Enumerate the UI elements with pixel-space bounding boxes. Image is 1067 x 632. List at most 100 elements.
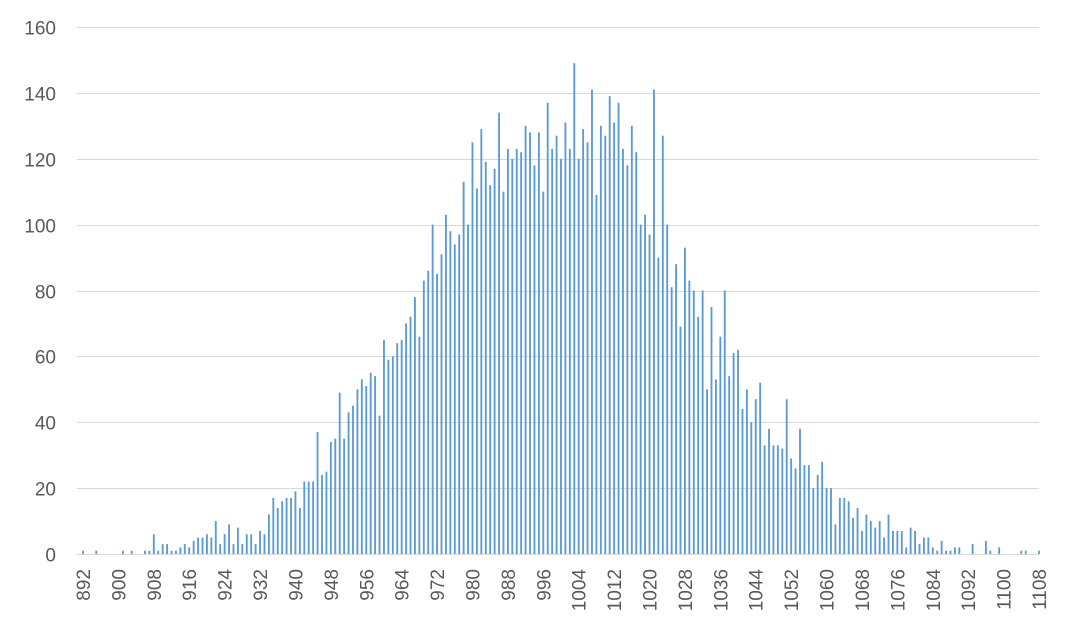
bar-999 — [555, 135, 558, 554]
y-tick-label: 20 — [35, 480, 56, 501]
bar-1043 — [750, 422, 753, 554]
bar-996 — [542, 191, 545, 554]
bar-1048 — [772, 445, 775, 554]
bar-912 — [170, 550, 173, 554]
bar-972 — [436, 274, 438, 554]
bar-1104 — [1020, 550, 1023, 554]
bar-981 — [475, 188, 478, 554]
x-tick-label: 988 — [499, 569, 520, 601]
bar-971 — [431, 224, 434, 555]
bar-966 — [409, 316, 412, 554]
bar-908 — [152, 534, 155, 554]
bar-941 — [298, 507, 301, 554]
bar-1093 — [971, 544, 974, 554]
x-tick-label: 1036 — [711, 569, 732, 611]
bar-917 — [192, 540, 195, 554]
x-tick-label: 1020 — [641, 569, 662, 611]
y-tick-label: 120 — [24, 151, 56, 172]
bar-1031 — [697, 316, 700, 554]
bar-1076 — [896, 530, 899, 554]
y-tick-label: 60 — [35, 348, 56, 369]
bar-918 — [197, 537, 199, 554]
bar-923 — [219, 544, 222, 554]
bar-954 — [356, 389, 359, 554]
gridlines — [77, 27, 1039, 555]
bar-1108 — [1038, 550, 1040, 554]
bar-962 — [391, 356, 394, 555]
bar-1099 — [998, 547, 1001, 554]
bar-1015 — [626, 165, 629, 554]
y-tick-label: 40 — [35, 414, 56, 435]
bar-921 — [210, 537, 213, 554]
bar-1007 — [591, 89, 593, 554]
bar-978 — [462, 181, 465, 554]
x-tick-label: 1092 — [959, 569, 980, 611]
bar-1006 — [586, 142, 589, 554]
bar-1061 — [830, 488, 832, 555]
bar-995 — [537, 132, 540, 554]
bar-926 — [232, 544, 235, 554]
bar-1083 — [927, 537, 930, 554]
bar-1056 — [807, 465, 810, 554]
bar-1037 — [723, 290, 726, 554]
x-axis-tick-labels: 892 900 908 916 924 932 940 948 956 964 972 980 988 9… — [74, 569, 1051, 612]
bar-1029 — [688, 280, 691, 554]
bar-936 — [276, 507, 279, 554]
x-tick-label: 980 — [463, 569, 484, 601]
x-tick-label: 964 — [393, 569, 414, 601]
bar-997 — [546, 102, 549, 554]
bar-1010 — [604, 135, 607, 554]
bar-1090 — [958, 547, 961, 554]
bar-1040 — [737, 349, 739, 554]
bar-913 — [175, 550, 177, 554]
bar-955 — [360, 379, 363, 554]
bar-1052 — [790, 458, 793, 554]
x-tick-label: 1060 — [818, 569, 839, 611]
bar-965 — [405, 323, 408, 554]
bar-1032 — [701, 290, 704, 554]
bar-982 — [480, 129, 483, 555]
bar-1082 — [923, 537, 925, 554]
bar-1050 — [781, 448, 784, 554]
x-tick-label: 932 — [251, 569, 272, 601]
x-tick-label: 1068 — [853, 569, 874, 611]
y-tick-label: 80 — [35, 283, 56, 304]
bar-953 — [352, 405, 354, 554]
bar-967 — [414, 297, 416, 554]
bar-1023 — [661, 135, 664, 554]
bar-958 — [374, 376, 377, 554]
bar-1051 — [785, 399, 788, 554]
bar-992 — [524, 125, 527, 554]
bar-948 — [329, 442, 332, 554]
bar-906 — [144, 550, 146, 554]
bar-988 — [506, 148, 509, 554]
bar-901 — [121, 550, 124, 554]
bar-960 — [383, 339, 385, 554]
x-tick-label: 1012 — [605, 569, 626, 611]
bar-1003 — [573, 63, 576, 554]
bar-909 — [157, 550, 160, 554]
y-tick-label: 0 — [45, 546, 56, 567]
bar-934 — [267, 514, 270, 554]
bar-1097 — [989, 550, 992, 554]
bar-1081 — [918, 544, 921, 554]
bar-1021 — [653, 89, 655, 554]
bar-911 — [166, 544, 169, 554]
bar-1018 — [639, 224, 642, 555]
bar-1026 — [675, 264, 677, 554]
bar-903 — [130, 550, 133, 554]
bar-928 — [241, 544, 244, 554]
bar-984 — [489, 185, 492, 554]
bar-1016 — [630, 125, 633, 554]
bar-1038 — [728, 376, 731, 554]
bar-1000 — [560, 158, 562, 554]
bar-1066 — [852, 517, 855, 554]
bar-1039 — [732, 353, 735, 554]
bar-963 — [396, 343, 399, 554]
bar-919 — [201, 537, 204, 554]
bar-915 — [183, 544, 186, 554]
y-tick-label: 160 — [24, 19, 56, 40]
bars — [82, 63, 1040, 555]
bar-1045 — [759, 382, 762, 554]
